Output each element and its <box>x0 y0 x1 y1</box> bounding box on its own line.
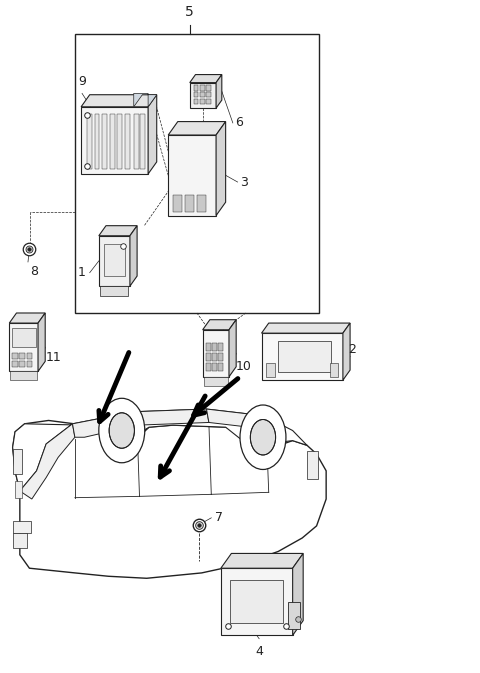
Polygon shape <box>134 94 157 107</box>
Text: 1: 1 <box>78 267 86 279</box>
Text: 2: 2 <box>348 343 356 357</box>
Text: 4: 4 <box>255 645 263 658</box>
Polygon shape <box>12 421 326 578</box>
Bar <box>12 520 31 532</box>
Bar <box>125 114 130 169</box>
Bar <box>206 92 211 98</box>
Polygon shape <box>216 122 226 215</box>
Bar <box>200 92 204 98</box>
Polygon shape <box>81 95 157 107</box>
Polygon shape <box>99 225 137 236</box>
Bar <box>288 602 300 629</box>
Polygon shape <box>206 409 266 429</box>
Bar <box>12 328 36 347</box>
Bar <box>173 195 181 212</box>
Bar <box>206 99 211 104</box>
Bar <box>205 343 211 351</box>
Polygon shape <box>168 122 226 135</box>
Bar <box>262 333 343 380</box>
Circle shape <box>251 419 276 455</box>
Bar <box>100 286 129 296</box>
Bar <box>205 353 211 361</box>
Bar <box>118 114 122 169</box>
Text: 7: 7 <box>215 511 223 524</box>
Circle shape <box>99 398 145 463</box>
Bar <box>307 451 318 479</box>
Bar <box>87 114 92 169</box>
Bar <box>266 363 275 377</box>
Bar <box>102 114 107 169</box>
Bar <box>134 114 139 169</box>
Bar <box>15 481 22 498</box>
Bar <box>12 361 18 367</box>
Bar <box>12 532 27 548</box>
Bar <box>95 114 99 169</box>
Polygon shape <box>343 323 350 380</box>
Text: 3: 3 <box>240 176 248 188</box>
Polygon shape <box>229 320 236 377</box>
Polygon shape <box>148 95 157 174</box>
Polygon shape <box>190 75 222 83</box>
Circle shape <box>240 405 286 470</box>
Bar <box>218 363 223 371</box>
Bar <box>193 99 198 104</box>
Bar <box>190 83 216 108</box>
Bar <box>12 353 18 359</box>
Bar <box>110 114 115 169</box>
Bar <box>205 363 211 371</box>
Bar <box>185 195 193 212</box>
Bar <box>212 353 217 361</box>
Bar <box>81 107 148 174</box>
Text: 10: 10 <box>235 360 251 374</box>
Polygon shape <box>72 412 137 437</box>
Polygon shape <box>130 225 137 286</box>
Polygon shape <box>203 320 236 330</box>
Bar <box>200 85 204 91</box>
Bar <box>197 195 205 212</box>
Bar <box>26 353 32 359</box>
Bar <box>104 244 125 276</box>
Text: 8: 8 <box>30 265 38 279</box>
Polygon shape <box>38 313 45 371</box>
Polygon shape <box>216 75 222 108</box>
Bar <box>168 135 216 215</box>
Bar <box>203 330 229 377</box>
Polygon shape <box>135 409 209 425</box>
Text: 6: 6 <box>235 116 243 129</box>
Polygon shape <box>20 424 75 499</box>
Bar <box>19 361 25 367</box>
Bar <box>26 361 32 367</box>
Bar <box>212 343 217 351</box>
Bar <box>218 343 223 351</box>
Bar <box>99 236 130 286</box>
Bar <box>12 449 22 474</box>
Bar <box>218 353 223 361</box>
Bar <box>329 363 338 377</box>
Polygon shape <box>293 553 303 635</box>
Bar <box>221 568 293 635</box>
Bar <box>141 114 145 169</box>
Bar <box>19 353 25 359</box>
Polygon shape <box>9 313 45 323</box>
Bar <box>193 85 198 91</box>
Polygon shape <box>221 553 303 568</box>
Text: 11: 11 <box>46 351 62 365</box>
Bar <box>204 377 228 386</box>
Polygon shape <box>262 323 350 333</box>
Text: 5: 5 <box>185 5 194 20</box>
Text: 9: 9 <box>78 75 86 88</box>
Bar <box>206 85 211 91</box>
Bar <box>10 371 37 380</box>
Polygon shape <box>12 409 307 491</box>
Bar <box>75 34 319 313</box>
Bar <box>200 99 204 104</box>
Bar <box>9 323 38 371</box>
Bar <box>193 92 198 98</box>
Circle shape <box>109 413 134 448</box>
Bar <box>230 579 283 623</box>
Bar <box>212 363 217 371</box>
Bar <box>278 341 331 372</box>
